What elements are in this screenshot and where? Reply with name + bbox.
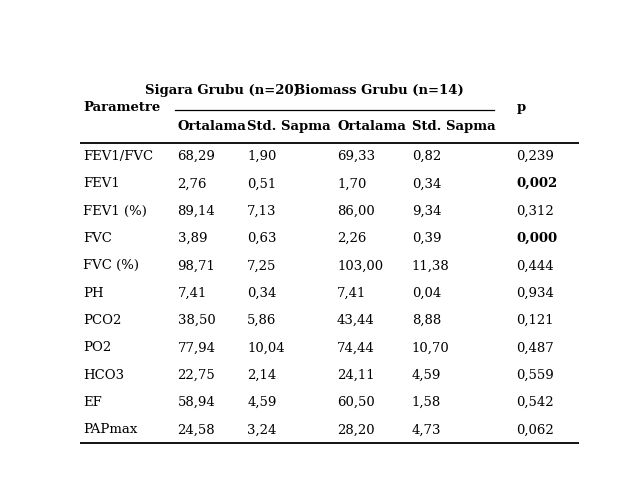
Text: 0,559: 0,559	[516, 368, 554, 382]
Text: PH: PH	[83, 286, 104, 300]
Text: 5,86: 5,86	[248, 314, 276, 327]
Text: 0,487: 0,487	[516, 342, 554, 354]
Text: 28,20: 28,20	[337, 424, 375, 436]
Text: 0,062: 0,062	[516, 424, 554, 436]
Text: 0,34: 0,34	[412, 178, 441, 190]
Text: 9,34: 9,34	[412, 204, 441, 218]
Text: 89,14: 89,14	[177, 204, 215, 218]
Text: FVC (%): FVC (%)	[83, 260, 139, 272]
Text: FEV1: FEV1	[83, 178, 120, 190]
Text: PAPmax: PAPmax	[83, 424, 137, 436]
Text: 0,934: 0,934	[516, 286, 554, 300]
Text: 1,70: 1,70	[337, 178, 367, 190]
Text: 43,44: 43,44	[337, 314, 375, 327]
Text: 8,88: 8,88	[412, 314, 441, 327]
Text: 0,63: 0,63	[248, 232, 277, 245]
Text: Ortalama: Ortalama	[337, 120, 406, 133]
Text: 4,73: 4,73	[412, 424, 441, 436]
Text: 22,75: 22,75	[177, 368, 215, 382]
Text: 24,58: 24,58	[177, 424, 215, 436]
Text: 1,90: 1,90	[248, 150, 276, 163]
Text: 0,000: 0,000	[516, 232, 557, 245]
Text: 2,76: 2,76	[177, 178, 207, 190]
Text: Ortalama: Ortalama	[177, 120, 246, 133]
Text: 0,04: 0,04	[412, 286, 441, 300]
Text: 69,33: 69,33	[337, 150, 375, 163]
Text: p: p	[516, 100, 526, 114]
Text: Sigara Grubu (n=20): Sigara Grubu (n=20)	[145, 84, 300, 98]
Text: 0,002: 0,002	[516, 178, 557, 190]
Text: EF: EF	[83, 396, 102, 409]
Text: 10,70: 10,70	[412, 342, 449, 354]
Text: 0,39: 0,39	[412, 232, 441, 245]
Text: 0,34: 0,34	[248, 286, 276, 300]
Text: 10,04: 10,04	[248, 342, 285, 354]
Text: 86,00: 86,00	[337, 204, 375, 218]
Text: 38,50: 38,50	[177, 314, 215, 327]
Text: 2,14: 2,14	[248, 368, 276, 382]
Text: 0,239: 0,239	[516, 150, 554, 163]
Text: 60,50: 60,50	[337, 396, 375, 409]
Text: 11,38: 11,38	[412, 260, 449, 272]
Text: 24,11: 24,11	[337, 368, 375, 382]
Text: 74,44: 74,44	[337, 342, 375, 354]
Text: 7,41: 7,41	[177, 286, 207, 300]
Text: 7,13: 7,13	[248, 204, 277, 218]
Text: 58,94: 58,94	[177, 396, 215, 409]
Text: Biomass Grubu (n=14): Biomass Grubu (n=14)	[294, 84, 464, 98]
Text: 7,41: 7,41	[337, 286, 367, 300]
Text: FEV1/FVC: FEV1/FVC	[83, 150, 153, 163]
Text: 0,51: 0,51	[248, 178, 276, 190]
Text: Std. Sapma: Std. Sapma	[412, 120, 495, 133]
Text: PO2: PO2	[83, 342, 111, 354]
Text: 0,542: 0,542	[516, 396, 554, 409]
Text: 4,59: 4,59	[412, 368, 441, 382]
Text: Std. Sapma: Std. Sapma	[248, 120, 331, 133]
Text: PCO2: PCO2	[83, 314, 122, 327]
Text: 4,59: 4,59	[248, 396, 276, 409]
Text: 0,312: 0,312	[516, 204, 554, 218]
Text: 0,444: 0,444	[516, 260, 554, 272]
Text: 3,89: 3,89	[177, 232, 207, 245]
Text: FVC: FVC	[83, 232, 112, 245]
Text: FEV1 (%): FEV1 (%)	[83, 204, 147, 218]
Text: 1,58: 1,58	[412, 396, 441, 409]
Text: 2,26: 2,26	[337, 232, 367, 245]
Text: 98,71: 98,71	[177, 260, 215, 272]
Text: 103,00: 103,00	[337, 260, 383, 272]
Text: 0,121: 0,121	[516, 314, 554, 327]
Text: 3,24: 3,24	[248, 424, 276, 436]
Text: 0,82: 0,82	[412, 150, 441, 163]
Text: 7,25: 7,25	[248, 260, 276, 272]
Text: HCO3: HCO3	[83, 368, 124, 382]
Text: 77,94: 77,94	[177, 342, 215, 354]
Text: 68,29: 68,29	[177, 150, 215, 163]
Text: Parametre: Parametre	[83, 100, 160, 114]
